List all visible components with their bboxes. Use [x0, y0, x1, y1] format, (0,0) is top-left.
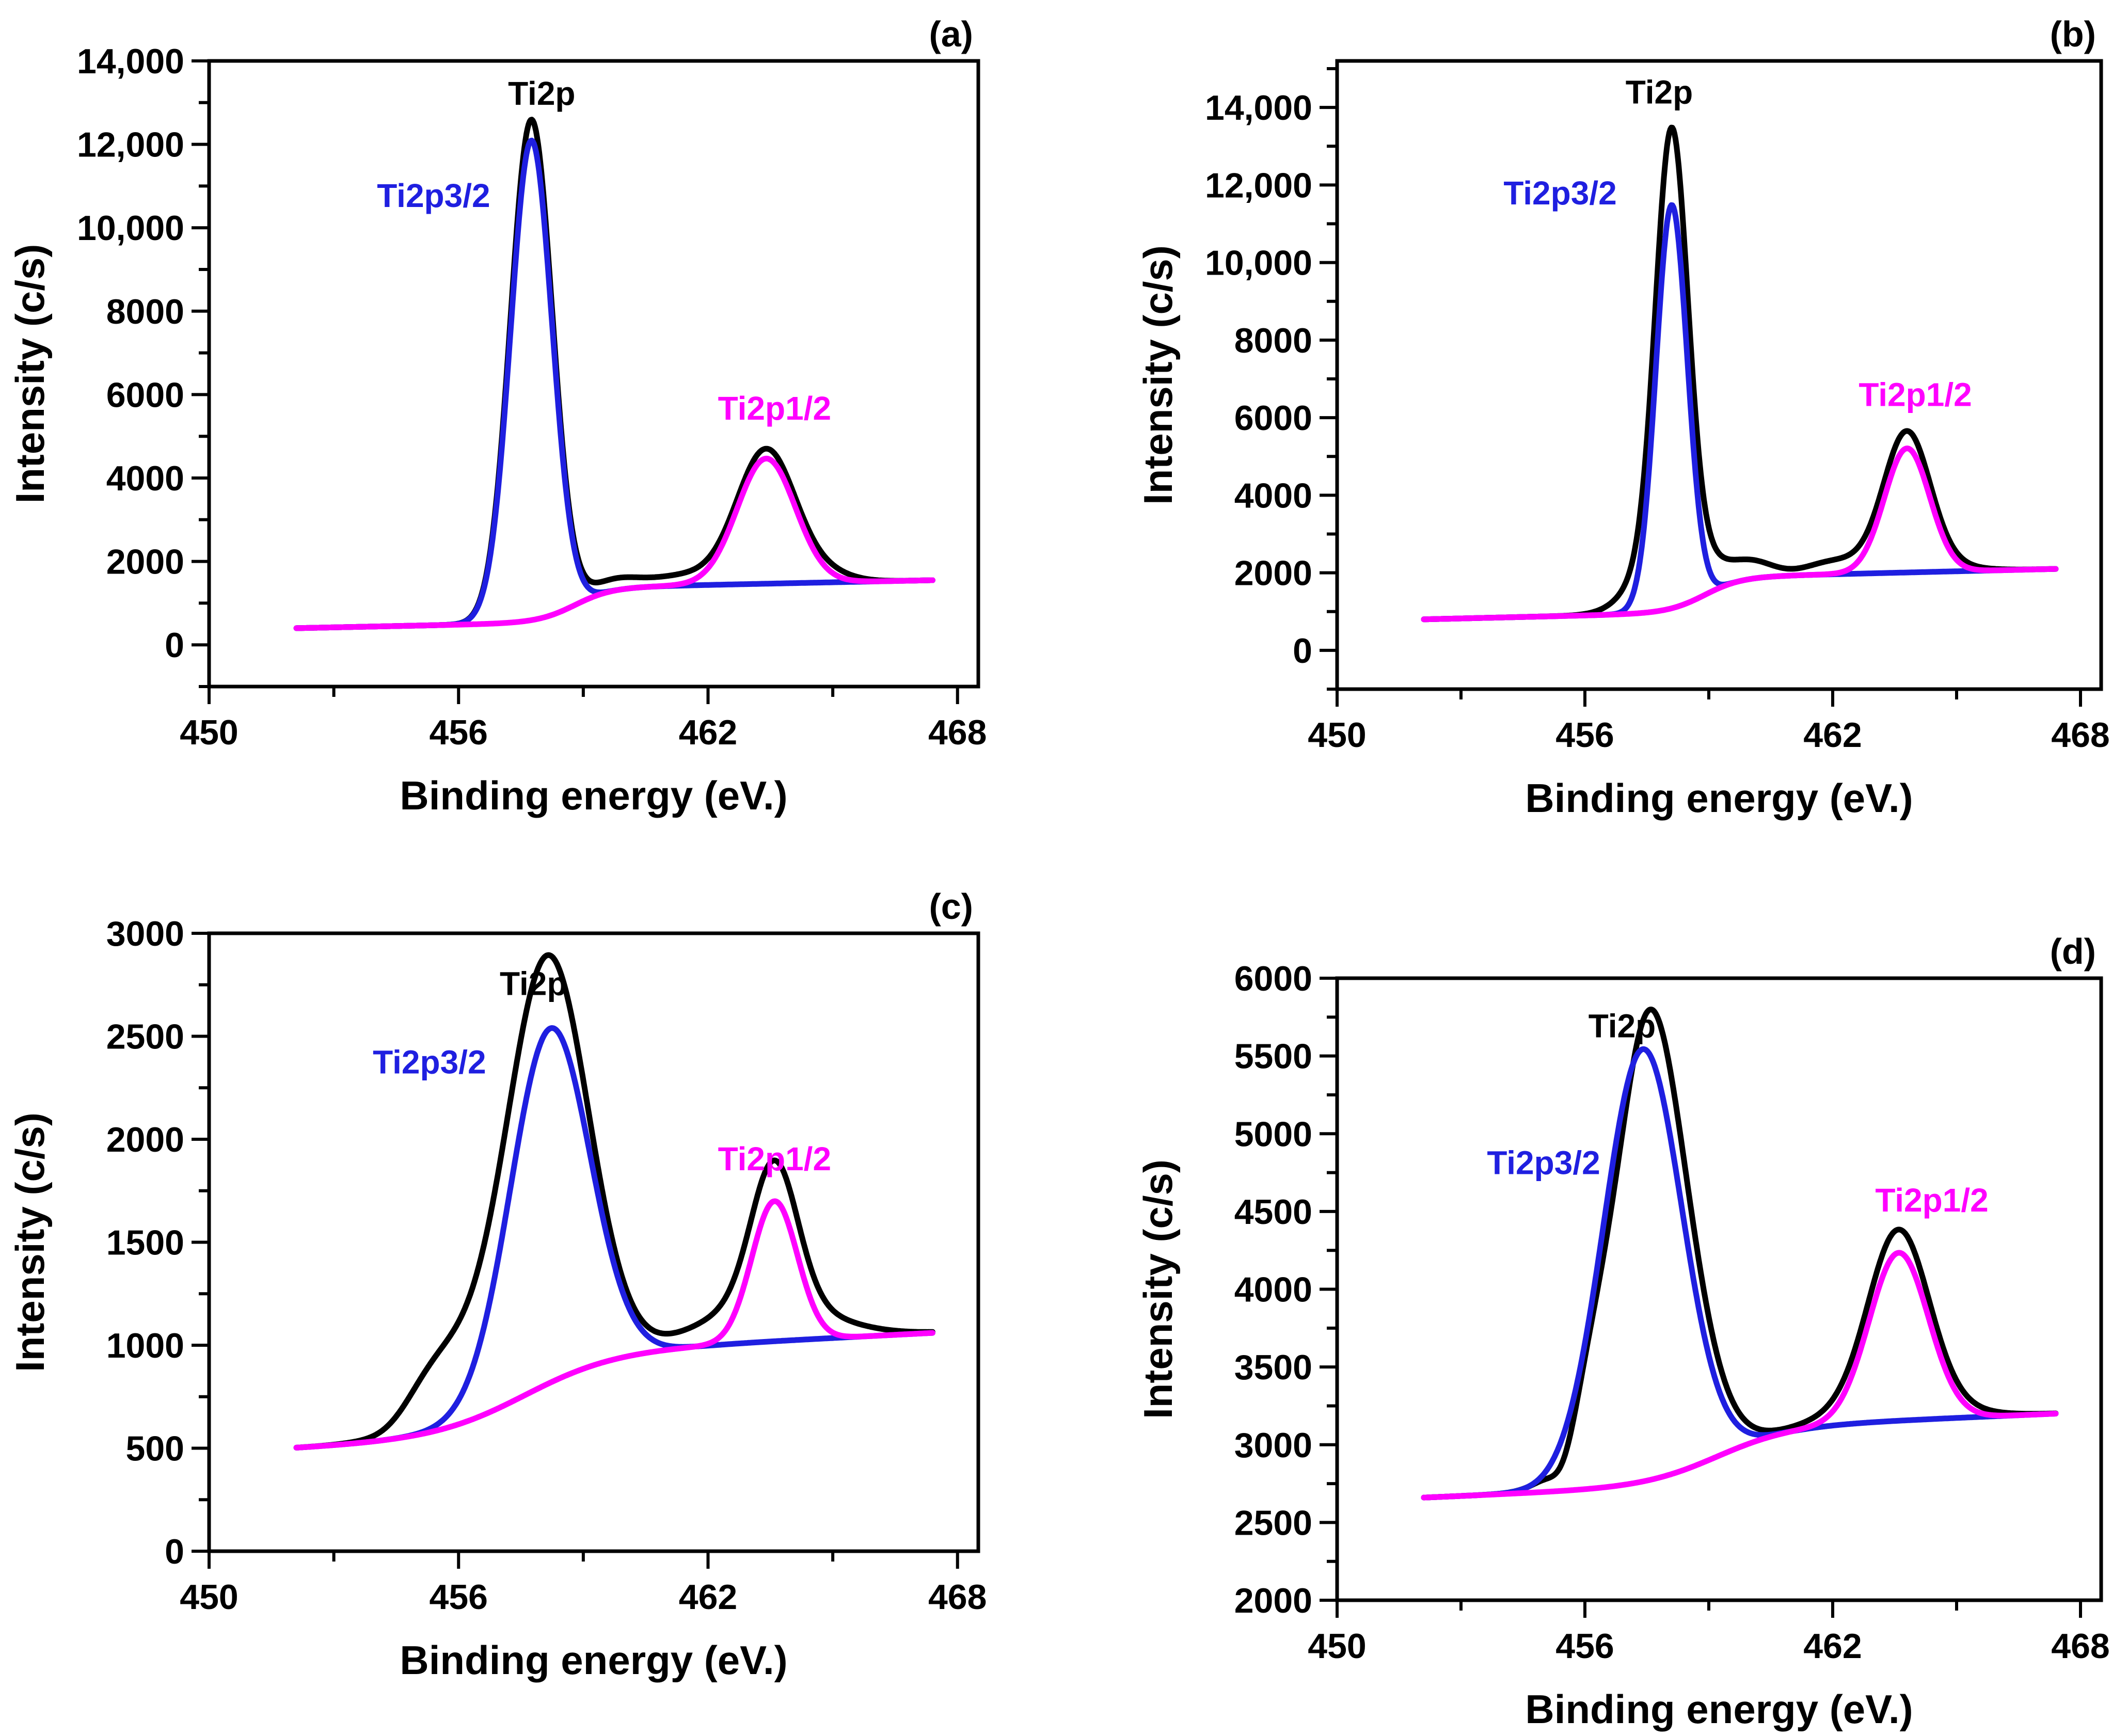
- x-tick-label: 468: [2051, 715, 2109, 755]
- y-tick-label: 500: [126, 1429, 184, 1469]
- panel-label: (c): [929, 886, 973, 927]
- x-tick-label: 468: [2051, 1627, 2109, 1666]
- y-tick-label: 3500: [1234, 1348, 1312, 1387]
- plot-frame: [207, 931, 980, 1553]
- y-tick-label: 14,000: [77, 42, 184, 81]
- y-tick-label: 10,000: [77, 209, 184, 248]
- y-tick-label: 12,000: [77, 125, 184, 165]
- y-tick-label: 0: [165, 626, 184, 665]
- plot-frame: [1335, 976, 2103, 1602]
- y-tick-label: 8000: [106, 292, 184, 331]
- peak-label: Ti2p3/2: [373, 1043, 486, 1080]
- y-tick-label: 2500: [1234, 1503, 1312, 1542]
- series-line-ti2p-envelope: [293, 952, 935, 1451]
- plot-frame: [1335, 59, 2103, 691]
- y-tick-label: 3000: [1234, 1426, 1312, 1465]
- x-tick-label: 450: [1308, 1627, 1366, 1666]
- x-tick-label: 468: [928, 1578, 987, 1617]
- y-axis-title: Intensity (c/s): [7, 244, 53, 504]
- peak-label: Ti2p: [500, 965, 567, 1002]
- y-tick-label: 14,000: [1205, 88, 1312, 128]
- y-tick-label: 6000: [1234, 959, 1312, 998]
- y-tick-label: 4500: [1234, 1192, 1312, 1232]
- panel-a: 450 456 462 468 0 2000 4000 6000 8000 10,000 12,00…: [7, 14, 987, 818]
- x-tick-label: 468: [928, 713, 987, 752]
- x-tick-label: 462: [1803, 1627, 1862, 1666]
- x-tick-label: 450: [1308, 715, 1366, 755]
- x-tick-label: 456: [430, 1578, 488, 1617]
- x-tick-label: 462: [1803, 715, 1862, 755]
- y-tick-label: 1000: [106, 1326, 184, 1365]
- x-tick-label: 462: [679, 713, 737, 752]
- y-tick-label: 5500: [1234, 1037, 1312, 1076]
- peak-label: Ti2p1/2: [1875, 1182, 1988, 1219]
- y-tick-label: 10,000: [1205, 244, 1312, 283]
- y-tick-label: 0: [165, 1532, 184, 1571]
- series-line-ti2p1-2: [293, 1198, 935, 1451]
- peak-label: Ti2p: [1626, 74, 1693, 111]
- y-tick-label: 12,000: [1205, 166, 1312, 205]
- series-line-ti2p1-2: [293, 455, 935, 631]
- y-tick-label: 6000: [106, 375, 184, 415]
- peak-label: Ti2p1/2: [718, 390, 831, 427]
- panel-c: 450 456 462 468 0 500 1000 1500 2000 2500 3000 Bind…: [7, 886, 987, 1683]
- series-line-ti2p1-2: [1421, 445, 2059, 623]
- y-tick-label: 5000: [1234, 1114, 1312, 1154]
- y-tick-label: 3000: [106, 914, 184, 953]
- panel-d: 450 456 462 468 2000 2500 3000 3500 4000 4500 5000…: [1135, 931, 2110, 1732]
- y-tick-label: 2000: [1234, 1581, 1312, 1620]
- peak-label: Ti2p: [508, 75, 575, 112]
- x-tick-label: 450: [180, 1578, 238, 1617]
- peak-label: Ti2p3/2: [377, 177, 490, 214]
- series-line-ti2p1-2: [1421, 1250, 2059, 1501]
- panel-b: 450 456 462 468 0 2000 4000 6000 8000 10,000 12,00…: [1135, 14, 2110, 821]
- y-tick-label: 2000: [106, 543, 184, 582]
- y-tick-label: 0: [1293, 631, 1312, 671]
- x-tick-label: 456: [430, 713, 488, 752]
- x-axis-title: Binding energy (eV.): [400, 1637, 787, 1683]
- x-axis-title: Binding energy (eV.): [1525, 1686, 1913, 1732]
- peak-label: Ti2p3/2: [1503, 174, 1616, 212]
- x-tick-label: 456: [1555, 715, 1614, 755]
- plot-frame: [207, 59, 980, 689]
- x-axis-title: Binding energy (eV.): [1525, 775, 1913, 821]
- peak-label: Ti2p1/2: [1859, 376, 1972, 413]
- y-tick-label: 4000: [1234, 476, 1312, 515]
- peak-label: Ti2p1/2: [718, 1140, 831, 1177]
- y-tick-label: 8000: [1234, 321, 1312, 360]
- x-tick-label: 462: [679, 1578, 737, 1617]
- panel-label: (d): [2050, 931, 2096, 971]
- y-tick-label: 2000: [106, 1120, 184, 1159]
- y-axis-title: Intensity (c/s): [1135, 1159, 1181, 1419]
- y-axis-title: Intensity (c/s): [1135, 245, 1181, 505]
- x-axis-title: Binding energy (eV.): [400, 773, 787, 818]
- y-tick-label: 4000: [106, 459, 184, 498]
- y-tick-label: 2500: [106, 1017, 184, 1057]
- peak-label: Ti2p3/2: [1487, 1144, 1600, 1182]
- y-tick-label: 1500: [106, 1223, 184, 1263]
- y-axis-title: Intensity (c/s): [7, 1112, 53, 1372]
- y-tick-label: 4000: [1234, 1270, 1312, 1310]
- peak-label: Ti2p: [1589, 1007, 1656, 1044]
- panel-label: (a): [929, 14, 973, 54]
- x-tick-label: 456: [1555, 1627, 1614, 1666]
- y-tick-label: 6000: [1234, 399, 1312, 438]
- panel-label: (b): [2050, 14, 2096, 54]
- series-line-ti2p3-2: [1421, 1046, 2059, 1501]
- y-tick-label: 2000: [1234, 554, 1312, 593]
- x-tick-label: 450: [180, 713, 238, 752]
